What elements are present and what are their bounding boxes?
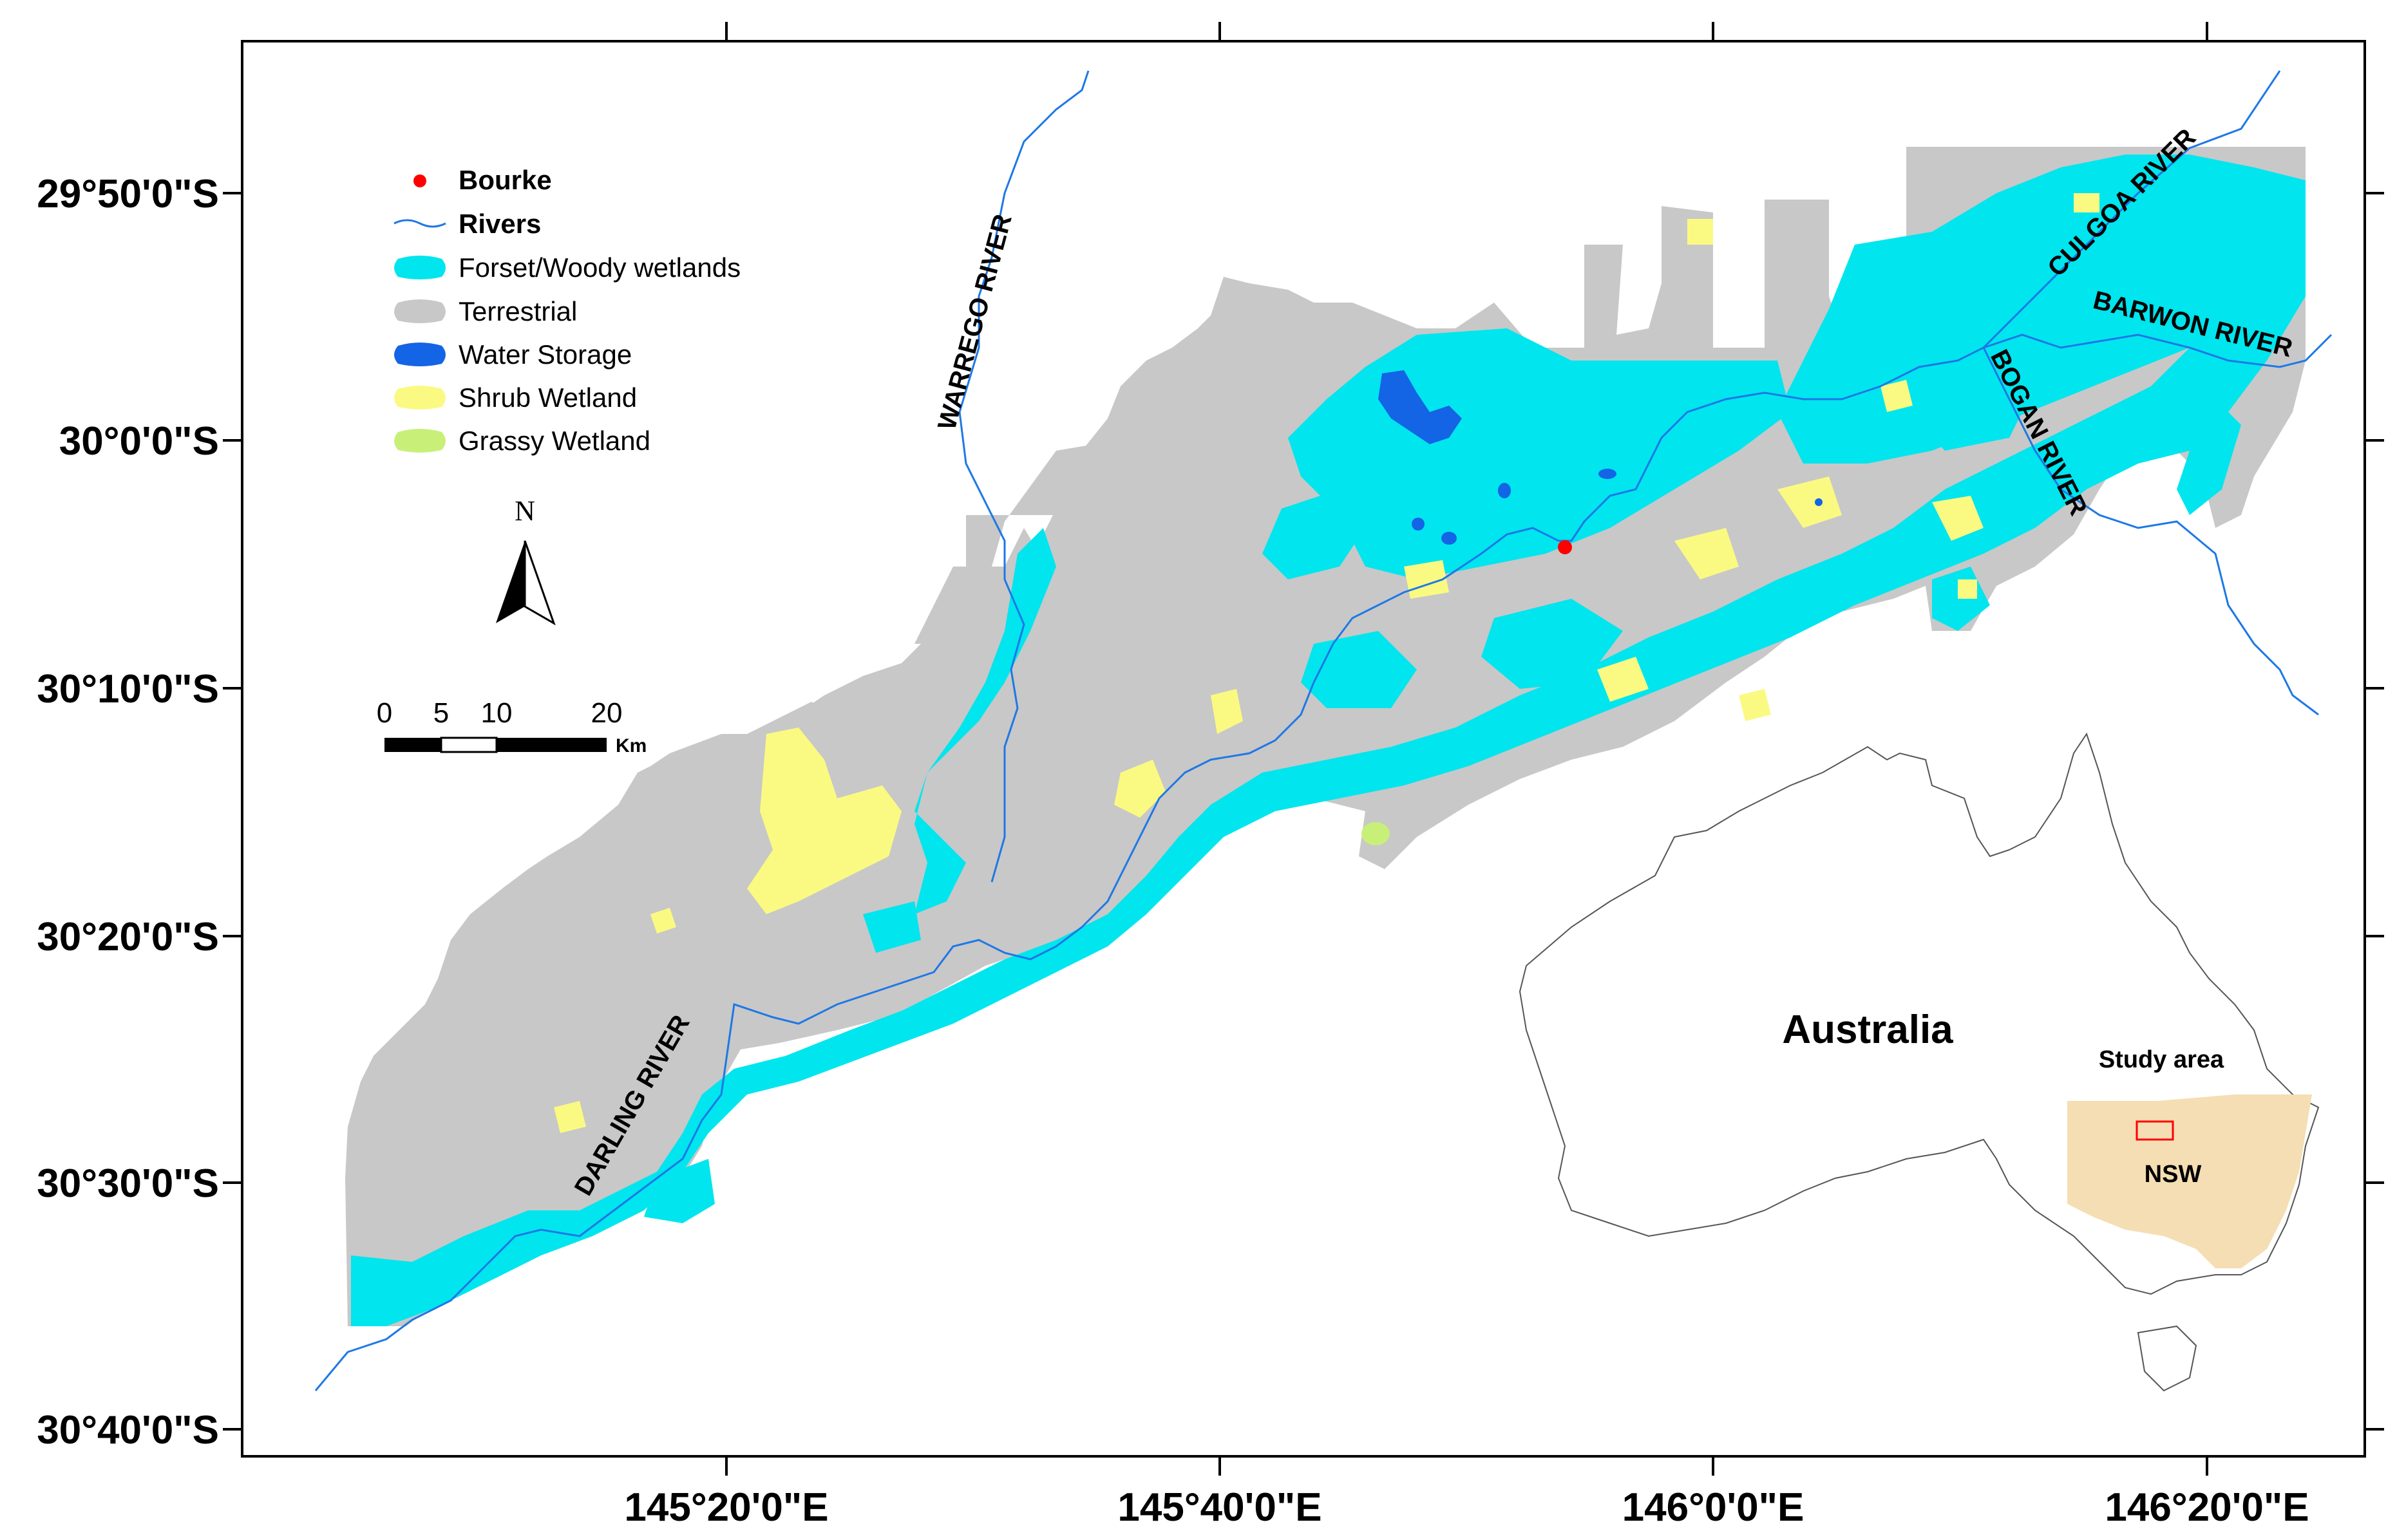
lon-label: 145°40'0"E — [1117, 1485, 1321, 1530]
legend-bourke-swatch — [413, 174, 426, 187]
scale-unit-label: Km — [616, 735, 647, 756]
scale-bar: 0 5 10 20 Km — [377, 697, 647, 756]
lat-label: 30°10'0"S — [37, 667, 219, 711]
legend-river-swatch — [393, 219, 446, 228]
bogan-river-line — [1982, 347, 2319, 716]
lon-label: 145°20'0"E — [624, 1485, 828, 1530]
legend: Bourke Rivers Forset/Woody wetlands Terr… — [393, 165, 741, 456]
nsw-label: NSW — [2145, 1161, 2202, 1188]
scale-tick-label: 20 — [591, 697, 623, 729]
legend-grassy-swatch — [394, 429, 446, 453]
lon-label: 146°0'0"E — [1622, 1485, 1804, 1530]
grassy-wetland-patch — [1361, 822, 1390, 845]
australia-outline — [1519, 732, 2320, 1295]
inset-title: Australia — [1782, 1008, 1953, 1052]
axis-ticks — [223, 22, 2384, 1476]
legend-label: Bourke — [459, 165, 552, 195]
study-area-box — [2136, 1120, 2174, 1141]
north-arrow-icon — [496, 541, 525, 623]
legend-label: Forset/Woody wetlands — [459, 252, 741, 283]
legend-label: Shrub Wetland — [459, 382, 637, 413]
scale-tick-label: 0 — [377, 697, 392, 729]
darling-river-line — [314, 346, 1984, 1391]
legend-label: Water Storage — [459, 339, 632, 370]
lat-label: 30°40'0"S — [37, 1408, 219, 1452]
rivers — [314, 70, 2333, 1391]
north-arrow: N — [496, 495, 556, 626]
lat-label: 30°20'0"S — [37, 915, 219, 959]
australia-inset: Australia Study area NSW — [1519, 732, 2320, 1392]
legend-shrub-swatch — [394, 386, 446, 409]
shrub-wetland-patches — [554, 193, 2099, 1133]
barwon-river-line — [1983, 333, 2333, 368]
culgoa-river-line — [1982, 70, 2281, 349]
bourke-point — [1558, 540, 1572, 554]
terrestrial-area — [966, 444, 1108, 605]
north-label: N — [515, 495, 535, 527]
legend-terrestrial-swatch — [394, 299, 446, 323]
nsw-region — [2067, 1094, 2312, 1268]
legend-water-swatch — [394, 343, 446, 366]
tasmania-outline — [2137, 1325, 2197, 1392]
legend-label: Grassy Wetland — [459, 426, 650, 456]
scale-tick-label: 10 — [481, 697, 513, 729]
scale-tick-label: 5 — [433, 697, 449, 729]
lat-label: 30°0'0"S — [59, 419, 219, 464]
terrestrial-area — [914, 528, 1043, 644]
terrestrial-area — [618, 811, 708, 882]
study-area-label: Study area — [2099, 1046, 2224, 1073]
lat-label: 30°30'0"S — [37, 1161, 219, 1206]
legend-label: Rivers — [459, 209, 541, 239]
lon-label: 146°20'0"E — [2105, 1485, 2309, 1530]
warrego-river-line — [958, 70, 1090, 883]
lat-label: 29°50'0"S — [37, 172, 219, 216]
legend-forest-swatch — [394, 256, 446, 279]
water-storage-patches — [1378, 370, 1823, 545]
legend-label: Terrestrial — [459, 296, 577, 326]
